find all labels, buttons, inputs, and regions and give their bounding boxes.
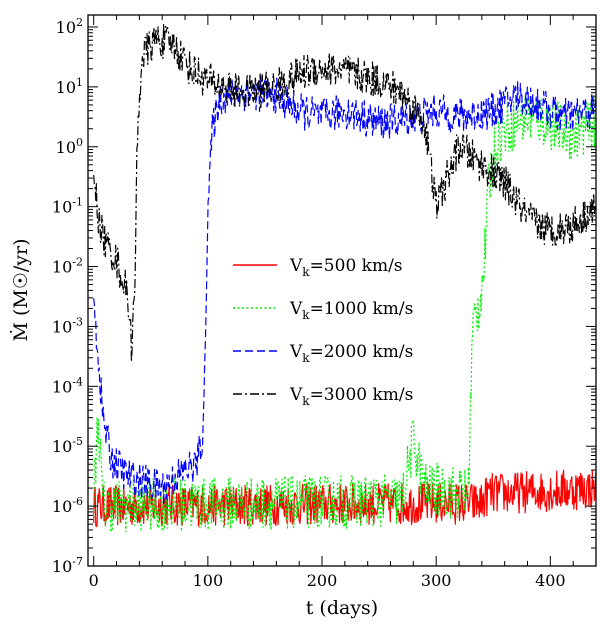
series-line-2 [93, 95, 597, 533]
x-tick-label: 400 [535, 571, 566, 590]
series-line-3 [93, 76, 597, 506]
x-axis-title: t (days) [306, 597, 378, 619]
x-tick-label: 0 [89, 571, 99, 590]
x-tick-label: 100 [193, 571, 224, 590]
x-tick-label: 200 [307, 571, 338, 590]
y-tick-label: 102 [56, 16, 83, 37]
tick-layer: 0 100 200 300 400 102 101 100 10-1 10-2 10-3 10-4 10… [52, 15, 597, 590]
legend-label-4: Vk=3000 km/s [289, 385, 413, 408]
x-tick-label: 300 [421, 571, 452, 590]
y-axis-title: Ṁ (M☉/yr) [9, 238, 32, 341]
y-tick-label: 10-1 [52, 196, 83, 217]
y-tick-label: 100 [56, 136, 83, 157]
series-line-1 [93, 469, 597, 528]
legend-label-3: Vk=2000 km/s [289, 342, 413, 365]
y-tick-label: 10-7 [52, 555, 83, 576]
y-tick-label: 10-4 [52, 375, 83, 396]
series-layer [93, 23, 597, 533]
legend-label-2: Vk=1000 km/s [289, 299, 413, 322]
legend-label-1: Vk=500 km/s [289, 256, 403, 279]
legend: Vk=500 km/s Vk=1000 km/s Vk=2000 km/s Vk=30… [233, 256, 413, 408]
y-tick-label: 10-6 [52, 495, 83, 516]
y-tick-label: 10-2 [52, 256, 83, 277]
series-line-4 [93, 23, 597, 363]
y-tick-label: 10-3 [52, 315, 83, 336]
y-tick-label: 10-5 [52, 435, 83, 456]
y-tick-label: 101 [56, 76, 83, 97]
